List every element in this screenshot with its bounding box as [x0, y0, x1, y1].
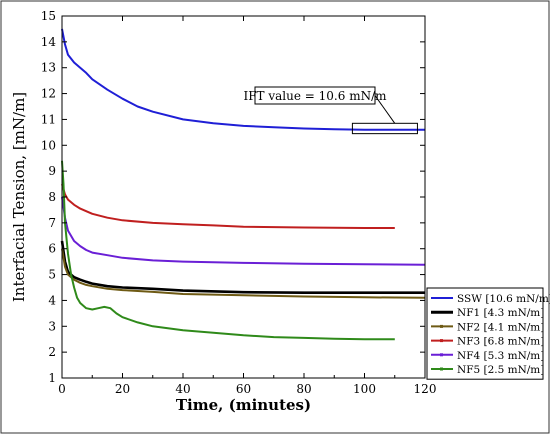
x-tick-label: 60: [236, 382, 251, 396]
y-tick-label: 8: [48, 190, 56, 204]
legend-label: NF5 [2.5 mN/m]: [457, 364, 544, 376]
y-tick-label: 3: [48, 319, 56, 333]
legend-marker: [440, 339, 443, 343]
legend-label: NF4 [5.3 mN/m]: [457, 350, 544, 362]
y-tick-label: 2: [48, 345, 56, 359]
x-tick-label: 80: [296, 382, 311, 396]
y-axis-title: Interfacial Tension, [mN/m]: [10, 92, 28, 302]
y-tick-label: 12: [41, 87, 56, 101]
legend-marker: [440, 324, 443, 328]
legend-marker: [440, 367, 443, 371]
x-tick-label: 0: [58, 382, 66, 396]
y-tick-label: 9: [48, 164, 56, 178]
x-tick-label: 120: [414, 382, 437, 396]
legend-label: SSW [10.6 mN/m]: [457, 293, 550, 305]
x-tick-label: 20: [115, 382, 130, 396]
y-tick-label: 14: [41, 35, 57, 49]
series-line-6: [61, 160, 395, 341]
y-tick-label: 15: [41, 9, 56, 23]
x-tick-label: 40: [175, 382, 190, 396]
y-tick-label: 4: [48, 293, 56, 307]
series-line-3: [61, 248, 426, 299]
x-axis-title: Time, (minutes): [176, 396, 311, 414]
y-tick-label: 7: [48, 216, 56, 230]
x-tick-label: 100: [353, 382, 376, 396]
y-tick-label: 6: [48, 242, 56, 256]
series-line-4: [61, 183, 395, 229]
legend-label: NF3 [6.8 mN/m]: [457, 336, 544, 348]
series-line-1: [61, 28, 425, 131]
y-tick-label: 11: [41, 112, 56, 126]
legend-box: [426, 287, 544, 380]
y-tick-label: 5: [48, 268, 56, 282]
y-tick-label: 10: [41, 138, 56, 152]
annotation-leader: [374, 95, 396, 124]
annotation-text: IFT value = 10.6 mN/m: [243, 89, 387, 103]
legend-label: NF1 [4.3 mN/m]: [457, 307, 544, 319]
legend-marker: [440, 353, 443, 357]
y-tick-label: 1: [48, 371, 56, 385]
legend-label: NF2 [4.1 mN/m]: [457, 321, 544, 333]
plot-layer: [60, 28, 426, 341]
annotation-box: [351, 122, 418, 135]
legend: SSW [10.6 mN/m] NF1 [4.3 mN/m] NF2 [4.1 mN…: [426, 287, 550, 380]
series-line-5: [61, 196, 426, 266]
y-tick-label: 13: [41, 61, 56, 75]
annotation-layer: IFT value = 10.6 mN/m: [243, 86, 418, 135]
